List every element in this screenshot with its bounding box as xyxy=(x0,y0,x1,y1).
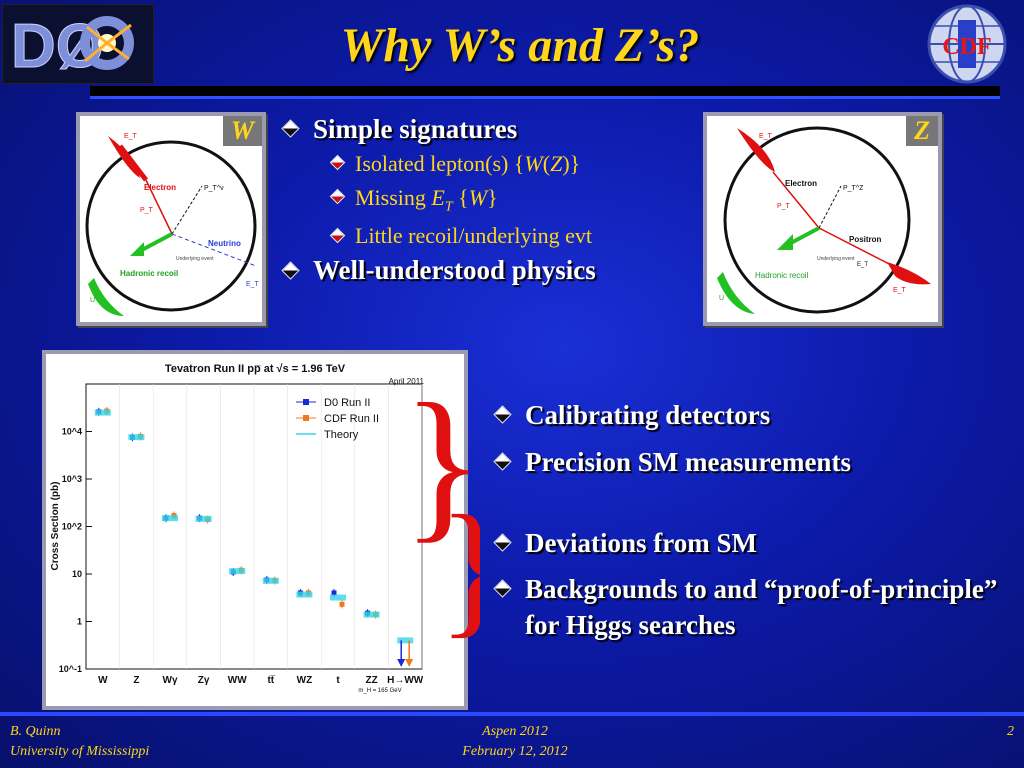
w-label-u: U xyxy=(90,297,95,304)
theory-band xyxy=(94,409,111,416)
data-point xyxy=(339,601,345,607)
cdf-logo: CDF xyxy=(920,2,1014,86)
brace-lower: } xyxy=(438,485,480,650)
bullet-simple-signatures: Simple signatures xyxy=(281,114,704,145)
x-category-label: t xyxy=(336,675,340,686)
x-category-label: WZ xyxy=(297,675,313,686)
footer-event: Aspen 2012 xyxy=(482,724,548,739)
w-label-et-right: E_T xyxy=(246,281,260,288)
z-label-recoil: Hadronic recoil xyxy=(755,271,809,280)
theory-band xyxy=(229,568,246,575)
z-label-electron: Electron xyxy=(785,179,817,188)
w-event-display: E_T Electron P_T P_T^ν Neutrino Underlyi… xyxy=(76,112,266,326)
theory-band xyxy=(363,611,380,618)
higgs-limit-arrowhead xyxy=(405,659,414,667)
diamond-bullet-icon xyxy=(329,155,346,171)
x-category-label: W xyxy=(98,675,108,686)
slide-number: 2 xyxy=(1007,724,1014,739)
w-label-recoil: Hadronic recoil xyxy=(120,269,178,278)
z-label-u: U xyxy=(719,295,724,302)
bullet-calibrating: Calibrating detectors xyxy=(493,400,1006,431)
y-axis-label: Cross Section (pb) xyxy=(50,482,61,571)
chart-category-note: m_H = 165 GeV xyxy=(358,688,401,694)
theory-band xyxy=(262,577,279,584)
footer-date: February 12, 2012 xyxy=(462,744,568,759)
sub-bullet-little-recoil: Little recoil/underlying evt xyxy=(329,223,704,249)
theory-band xyxy=(128,434,145,441)
w-label-ptnu: P_T^ν xyxy=(204,185,224,192)
d0-logo: DØ xyxy=(2,4,154,84)
diamond-bullet-icon xyxy=(493,452,512,471)
theory-band xyxy=(296,591,313,598)
z-label-et: E_T xyxy=(759,133,773,140)
y-tick-label: 10^3 xyxy=(62,474,82,484)
legend-label: CDF Run II xyxy=(324,413,379,425)
theory-band xyxy=(330,594,346,601)
bullet-well-understood: Well-understood physics xyxy=(281,255,704,286)
x-category-label: Z xyxy=(133,675,139,686)
data-point xyxy=(331,590,337,596)
sub-bullet-missing-et: Missing ET {W} xyxy=(329,185,704,215)
theory-band xyxy=(195,515,212,522)
x-category-label: H→WW xyxy=(387,675,424,686)
diamond-bullet-icon xyxy=(493,405,512,424)
w-label-underlying: Underlying event xyxy=(176,256,214,262)
cross-section-chart: Tevatron Run II pp̅ at √s = 1.96 TeV Apr… xyxy=(42,350,468,710)
z-label-et-bottom: E_T xyxy=(893,287,907,294)
curly-braces: } } xyxy=(400,369,510,651)
z-label-ptz: P_T^Z xyxy=(843,185,864,192)
theory-band xyxy=(162,515,178,522)
y-tick-label: 10^4 xyxy=(62,427,82,437)
chart-canvas: Tevatron Run II pp̅ at √s = 1.96 TeV Apr… xyxy=(50,363,425,694)
y-tick-label: 10^2 xyxy=(62,522,82,532)
w-label-et: E_T xyxy=(124,133,138,140)
x-category-label: Wγ xyxy=(163,675,178,686)
diamond-bullet-icon xyxy=(493,533,512,552)
y-tick-label: 1 xyxy=(77,617,82,627)
title-divider xyxy=(90,86,1000,96)
slide-title: Why W’s and Z’s? xyxy=(340,19,700,72)
diamond-bullet-icon xyxy=(281,119,300,138)
x-category-label: Zγ xyxy=(198,675,210,686)
sub-bullet-isolated-lepton: Isolated lepton(s) {W(Z)} xyxy=(329,151,704,177)
z-label-et-right: E_T xyxy=(857,262,868,268)
brace-upper: } xyxy=(402,370,480,557)
z-event-display: E_T Electron P_T P_T^Z Positron Underlyi… xyxy=(703,112,942,326)
diamond-bullet-icon xyxy=(281,260,300,280)
w-label-pt: P_T xyxy=(140,207,154,214)
legend-marker xyxy=(303,399,309,405)
y-tick-label: 10 xyxy=(72,569,82,579)
title-divider-accent xyxy=(90,96,1000,99)
cdf-logo-text: CDF xyxy=(942,34,991,60)
x-category-label: ZZ xyxy=(365,675,377,686)
z-tag: Z xyxy=(906,116,938,146)
x-category-label: tt̅ xyxy=(267,674,275,686)
w-label-electron: Electron xyxy=(144,183,176,192)
higgs-limit-arrowhead xyxy=(397,659,406,667)
z-label-positron: Positron xyxy=(849,235,882,244)
bullet-precision: Precision SM measurements xyxy=(493,447,1006,478)
diamond-bullet-icon xyxy=(329,227,346,244)
chart-annotation: April 2011 xyxy=(389,377,425,386)
footer-author: B. Quinn xyxy=(10,724,61,739)
z-label-pt: P_T xyxy=(777,203,791,210)
legend-marker xyxy=(303,415,309,421)
footer-affiliation: University of Mississippi xyxy=(10,744,150,759)
y-tick-label: 10^-1 xyxy=(59,664,82,674)
footer-divider xyxy=(0,712,1024,716)
w-label-neutrino: Neutrino xyxy=(208,239,241,248)
legend-label: D0 Run II xyxy=(324,397,370,409)
top-bullet-list: Simple signatures Isolated lepton(s) {W(… xyxy=(281,114,704,286)
w-tag: W xyxy=(222,116,262,146)
chart-title: Tevatron Run II pp̅ at √s = 1.96 TeV xyxy=(165,363,346,375)
z-label-underlying: Underlying event xyxy=(817,256,855,262)
bullet-deviations: Deviations from SM xyxy=(493,528,1006,559)
bullet-backgrounds: Backgrounds to and “proof-of-principle” … xyxy=(493,571,1006,644)
right-bullet-list: Calibrating detectors Precision SM measu… xyxy=(493,400,1006,644)
diamond-bullet-icon xyxy=(329,189,346,205)
diamond-bullet-icon xyxy=(493,579,512,598)
x-category-label: WW xyxy=(228,675,247,686)
theory-band xyxy=(397,637,414,644)
legend-label: Theory xyxy=(324,429,359,441)
